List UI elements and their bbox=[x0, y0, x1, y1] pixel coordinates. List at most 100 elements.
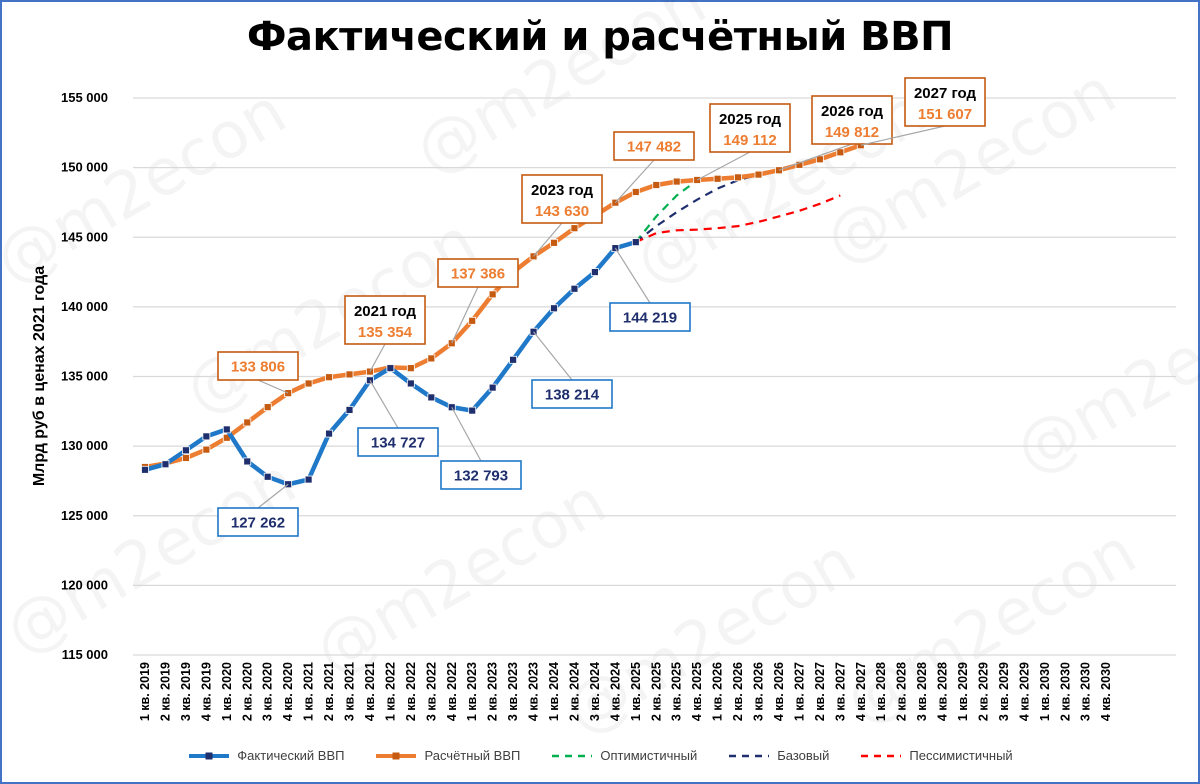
callout-value: 135 354 bbox=[358, 324, 413, 341]
callout-year: 2025 год bbox=[719, 111, 782, 128]
x-tick-label: 4 кв. 2024 bbox=[608, 662, 622, 721]
x-tick-label: 3 кв. 2025 bbox=[670, 662, 684, 721]
x-tick-label: 2 кв. 2019 bbox=[158, 662, 172, 721]
y-tick-label: 145 000 bbox=[61, 229, 108, 244]
dashed-line-swatch-icon bbox=[861, 754, 902, 757]
x-tick-label: 1 кв. 2022 bbox=[383, 662, 397, 721]
data-point-marker bbox=[468, 316, 477, 325]
data-point-marker bbox=[488, 290, 497, 299]
data-point-marker bbox=[570, 224, 579, 233]
data-point-marker bbox=[181, 446, 190, 455]
data-point-marker bbox=[345, 406, 354, 414]
x-tick-label: 1 кв. 2023 bbox=[465, 662, 479, 721]
callout-year: 2021 год bbox=[354, 303, 417, 320]
data-point-marker bbox=[202, 445, 211, 454]
x-tick-label: 3 кв. 2027 bbox=[833, 662, 847, 721]
x-tick-label: 2 кв. 2020 bbox=[240, 662, 254, 721]
callout-leader bbox=[860, 125, 946, 146]
data-point-marker bbox=[304, 379, 313, 388]
data-point-marker bbox=[141, 465, 149, 474]
x-tick-label: 2 кв. 2021 bbox=[322, 662, 336, 721]
data-point-marker bbox=[325, 429, 333, 438]
x-tick-label: 1 кв. 2025 bbox=[629, 662, 643, 721]
callout-leader bbox=[533, 331, 573, 381]
data-point-marker bbox=[243, 457, 252, 466]
data-point-marker bbox=[713, 174, 722, 183]
legend-item: Расчётный ВВП bbox=[374, 748, 520, 763]
x-tick-label: 4 кв. 2021 bbox=[363, 662, 377, 721]
callout-year: 2026 год bbox=[821, 103, 884, 120]
x-tick-label: 2 кв. 2022 bbox=[404, 662, 418, 721]
data-point-marker bbox=[427, 393, 436, 402]
callout-value: 149 812 bbox=[825, 124, 879, 141]
chart-legend: Фактический ВВП Расчётный ВВП Оптимистичны… bbox=[0, 748, 1200, 763]
data-point-marker bbox=[631, 238, 640, 247]
x-tick-label: 1 кв. 2019 bbox=[138, 662, 152, 721]
data-callout bbox=[613, 131, 695, 161]
x-tick-label: 4 кв. 2019 bbox=[199, 662, 213, 721]
data-callout bbox=[904, 77, 986, 127]
data-point-marker bbox=[406, 364, 415, 373]
callout-value: 143 630 bbox=[535, 203, 589, 220]
x-tick-label: 3 кв. 2019 bbox=[179, 662, 193, 721]
callout-value: 144 219 bbox=[623, 310, 677, 327]
callout-leader bbox=[257, 483, 289, 509]
x-tick-label: 1 кв. 2021 bbox=[302, 662, 316, 721]
callout-year: 2027 год bbox=[914, 85, 977, 102]
data-point-marker bbox=[181, 454, 190, 462]
series-line-Пессимистичный bbox=[635, 194, 841, 244]
data-point-marker bbox=[795, 160, 804, 169]
x-tick-label: 2 кв. 2029 bbox=[976, 662, 990, 721]
data-callout bbox=[609, 302, 691, 332]
callout-value: 138 214 bbox=[545, 387, 600, 404]
callout-leader bbox=[614, 159, 655, 204]
data-point-marker bbox=[652, 181, 661, 189]
x-tick-label: 2 кв. 2023 bbox=[486, 662, 500, 721]
data-point-marker bbox=[734, 173, 742, 182]
data-point-marker bbox=[406, 379, 415, 388]
data-point-marker bbox=[570, 284, 579, 293]
callout-leader bbox=[369, 379, 399, 429]
data-callout bbox=[440, 460, 522, 490]
x-tick-label: 3 кв. 2022 bbox=[424, 662, 438, 721]
callout-value: 133 806 bbox=[231, 359, 285, 376]
x-tick-label: 2 кв. 2025 bbox=[649, 662, 663, 721]
x-tick-label: 3 кв. 2021 bbox=[343, 662, 357, 721]
line-marker-swatch-icon bbox=[189, 752, 230, 759]
data-point-marker bbox=[427, 354, 436, 363]
data-callout bbox=[217, 351, 299, 381]
data-callout bbox=[531, 379, 613, 409]
data-point-marker bbox=[754, 170, 763, 179]
data-point-marker bbox=[222, 425, 231, 434]
legend-item: Пессимистичный bbox=[859, 748, 1013, 763]
x-tick-label: 1 кв. 2024 bbox=[547, 662, 561, 721]
x-tick-label: 3 кв. 2029 bbox=[997, 662, 1011, 721]
callout-year: 2023 год bbox=[531, 182, 594, 199]
data-callout bbox=[709, 103, 791, 153]
dashed-line-swatch-icon bbox=[552, 754, 593, 757]
x-tick-label: 2 кв. 2024 bbox=[567, 662, 581, 721]
x-tick-label: 2 кв. 2026 bbox=[731, 662, 745, 721]
data-point-marker bbox=[304, 475, 313, 484]
data-point-marker bbox=[672, 177, 681, 186]
data-point-marker bbox=[243, 418, 252, 427]
x-tick-label: 1 кв. 2029 bbox=[956, 662, 970, 721]
y-tick-label: 120 000 bbox=[61, 577, 108, 592]
y-tick-label: 155 000 bbox=[61, 90, 108, 105]
data-callout bbox=[217, 507, 299, 537]
x-tick-label: 3 кв. 2030 bbox=[1079, 662, 1093, 721]
data-callout bbox=[344, 295, 426, 345]
data-point-marker bbox=[325, 373, 333, 382]
data-callout bbox=[521, 174, 603, 224]
callout-leader bbox=[451, 286, 479, 344]
x-tick-label: 4 кв. 2029 bbox=[1017, 662, 1031, 721]
callout-leader bbox=[257, 379, 289, 394]
series-line-Расчётный ВВП bbox=[144, 143, 862, 470]
data-callout bbox=[437, 258, 519, 288]
data-callout bbox=[811, 95, 893, 145]
data-point-marker bbox=[631, 188, 640, 196]
data-callout bbox=[357, 427, 439, 457]
x-tick-label: 3 кв. 2026 bbox=[752, 662, 766, 721]
x-tick-label: 4 кв. 2030 bbox=[1099, 662, 1113, 721]
x-tick-label: 1 кв. 2028 bbox=[874, 662, 888, 721]
